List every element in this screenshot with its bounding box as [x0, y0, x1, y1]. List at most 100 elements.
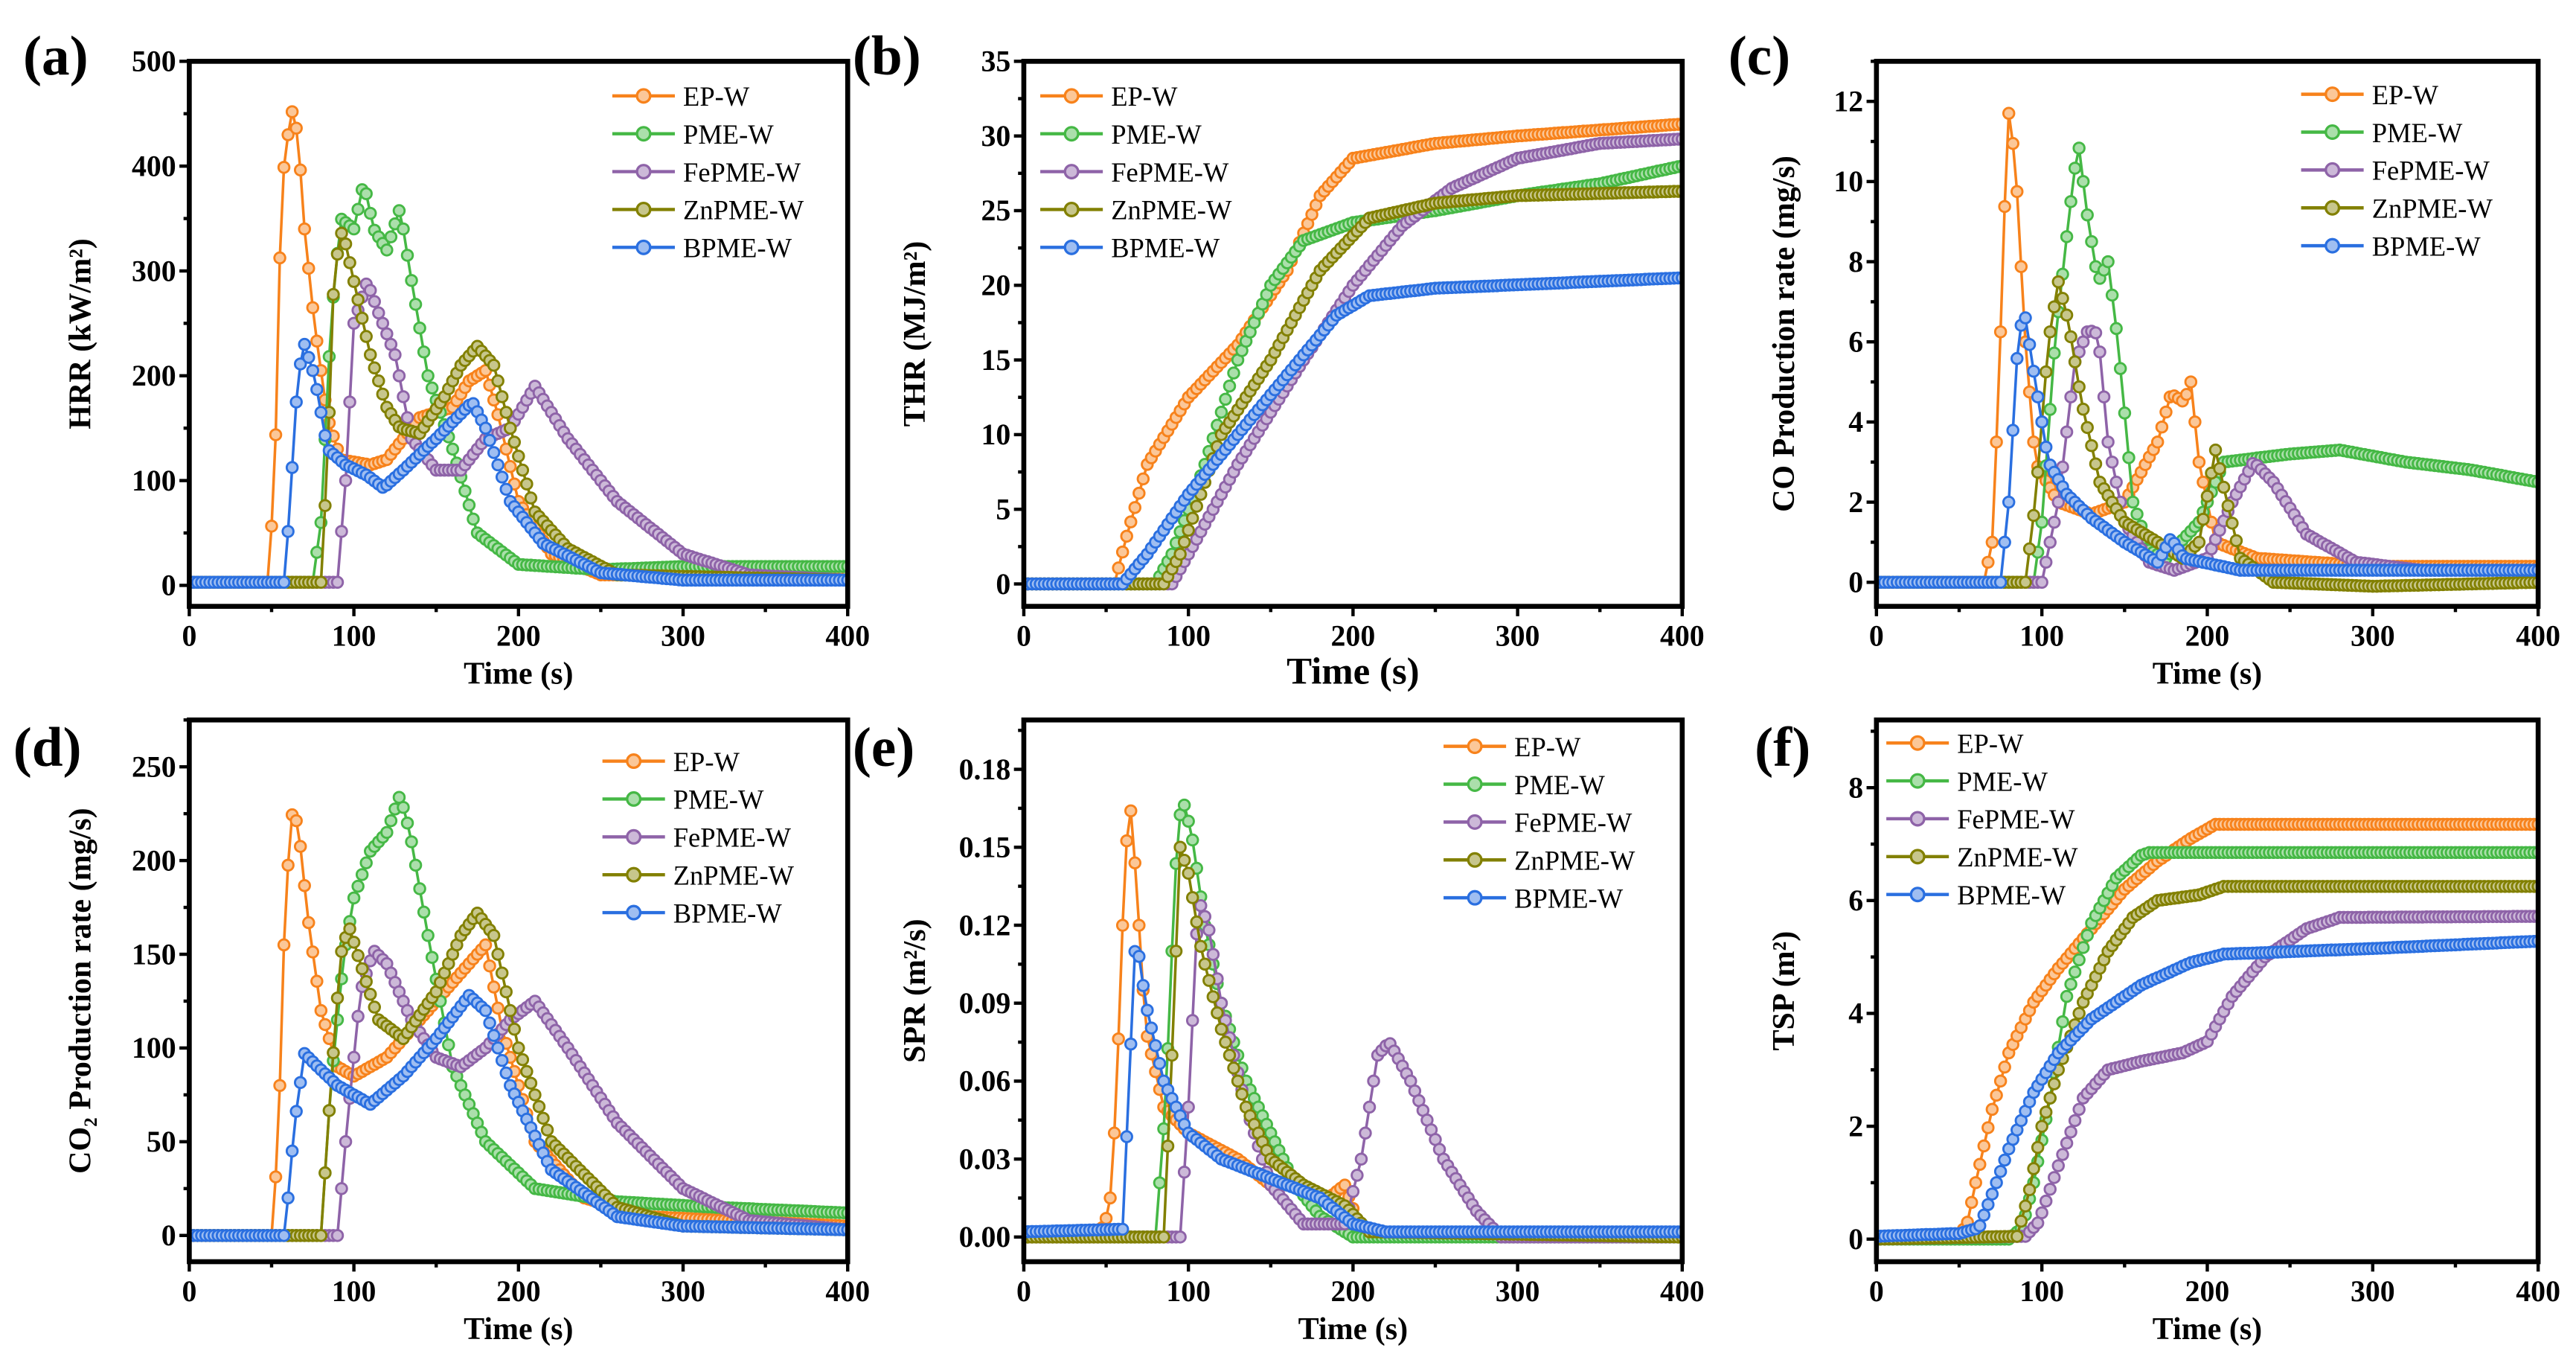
series-ep-w-point: [1132, 486, 1146, 500]
series-ep-w-point: [2179, 388, 2194, 401]
panel-label: (c): [1728, 25, 1790, 87]
legend-item: EP-W: [612, 81, 750, 112]
y-tick-label: 50: [147, 1125, 176, 1158]
series-znpme-w-point: [2031, 465, 2045, 479]
plot-frame: [187, 59, 850, 609]
legend-label: BPME-W: [1514, 883, 1624, 913]
y-tick-label: 0: [1848, 1223, 1863, 1256]
series-znpme-w-point: [314, 575, 328, 590]
legend-label: PME-W: [1111, 119, 1202, 150]
series-fepme-w-point: [335, 525, 348, 538]
legend-marker: [626, 753, 642, 770]
series-znpme-w-point: [335, 945, 348, 958]
series-ep-w-point: [1338, 1178, 1352, 1192]
series-bpme-w-point: [302, 351, 315, 364]
series-bpme-w-point: [499, 1066, 513, 1080]
series-znpme-w-point: [368, 1000, 381, 1014]
series-bpme-w-point: [1144, 1021, 1159, 1035]
series-znpme-w-point: [1157, 1230, 1170, 1244]
y-tick-label: 0.12: [959, 909, 1011, 942]
y-tick-label: 0.18: [959, 753, 1011, 786]
series-pme-w-point: [2035, 515, 2048, 529]
series-bpme-w-point: [289, 395, 303, 409]
series-znpme-w-point: [1223, 1048, 1237, 1062]
series-znpme-w-point: [2068, 355, 2082, 368]
series-ep-w-point: [1981, 555, 1995, 569]
series-znpme-w-point: [2051, 275, 2066, 289]
series-ep-w-point: [269, 428, 283, 441]
y-tick-label: 2: [1848, 1110, 1863, 1143]
series-ep-w-point: [293, 163, 307, 177]
series-bpme-w-point: [318, 429, 332, 442]
series-znpme-w-point: [351, 949, 365, 962]
series-pme-w-point: [458, 485, 472, 498]
plot-frame: [1021, 59, 1685, 609]
legend-marker: [2325, 199, 2341, 216]
x-tick-label: 0: [182, 620, 196, 653]
legend-label: ZnPME-W: [1111, 195, 1232, 226]
series-ep-w-point: [289, 814, 303, 828]
legend-label: FePME-W: [683, 157, 801, 188]
x-tick-label: 300: [661, 1275, 705, 1308]
series-fepme-w-point: [2035, 1206, 2048, 1220]
series-pme-w-point: [2130, 507, 2144, 521]
series-znpme-w-point: [507, 1022, 522, 1036]
series-znpme-w-point: [347, 936, 361, 949]
series-ep-w-point: [2014, 260, 2028, 273]
series-ep-w-point: [491, 1001, 504, 1015]
series-znpme-w-point: [2208, 443, 2223, 457]
plot-frame: [1021, 717, 1685, 1265]
series-bpme-w-point: [2019, 311, 2032, 325]
series-bpme-w-line: [1876, 313, 2539, 584]
series-fepme-w-point: [1354, 1152, 1368, 1166]
series-znpme-w-point: [2197, 512, 2210, 526]
legend-item: BPME-W: [2301, 231, 2482, 261]
series-bpme-w-point: [499, 482, 513, 496]
series-pme-w-point: [351, 202, 365, 216]
legend-marker: [1467, 814, 1483, 830]
y-tick-label: 0.15: [959, 831, 1011, 864]
series-pme-w-point: [2068, 162, 2082, 175]
series-znpme-w-point: [2056, 292, 2069, 305]
series-znpme-w-point: [1177, 853, 1191, 867]
series-znpme-w-point: [520, 477, 534, 491]
legend-item: PME-W: [1040, 119, 1202, 150]
legend-marker: [1063, 126, 1080, 142]
series-ep-w-point: [1099, 1212, 1113, 1225]
series-znpme-w-point: [2043, 1091, 2057, 1105]
series-pme-w-point: [446, 442, 460, 456]
legend-item: ZnPME-W: [612, 195, 804, 226]
series-fepme-w-point: [1173, 1230, 1187, 1244]
series-pme-w-point: [2048, 346, 2061, 360]
legend-label: EP-W: [673, 747, 740, 777]
legend-label: BPME-W: [2372, 231, 2482, 261]
series-znpme-w-point: [351, 293, 365, 307]
plot-frame: [187, 717, 850, 1265]
series-pme-w-point: [2060, 989, 2074, 1003]
series-pme-w-point: [417, 345, 431, 359]
series-bpme-w-point: [478, 421, 493, 435]
series-bpme-w-point: [1993, 575, 2008, 590]
series-znpme-w-point: [1194, 939, 1208, 954]
series-ep-w-point: [1132, 919, 1146, 932]
series-fepme-w-point: [2043, 535, 2057, 549]
series-ep-w-point: [504, 460, 517, 473]
legend-item: PME-W: [2301, 118, 2463, 148]
series-znpme-w-point: [1219, 1035, 1232, 1049]
series-ep-w-point: [1115, 919, 1130, 932]
series-znpme-w-point: [2089, 457, 2103, 470]
y-tick-label: 0.03: [959, 1143, 1011, 1175]
series-ep-w-point: [2155, 420, 2169, 434]
series-fepme-w-point: [2035, 575, 2048, 590]
y-tick-label: 4: [1848, 406, 1863, 438]
series-ep-w-point: [1977, 1139, 1991, 1153]
legend-item: PME-W: [602, 785, 764, 815]
series-pme-w-point: [330, 1013, 345, 1026]
series-pme-w-point: [351, 879, 365, 893]
y-tick-label: 200: [132, 844, 176, 877]
series-fepme-w-point: [343, 395, 356, 409]
series-znpme-w-point: [343, 256, 356, 269]
